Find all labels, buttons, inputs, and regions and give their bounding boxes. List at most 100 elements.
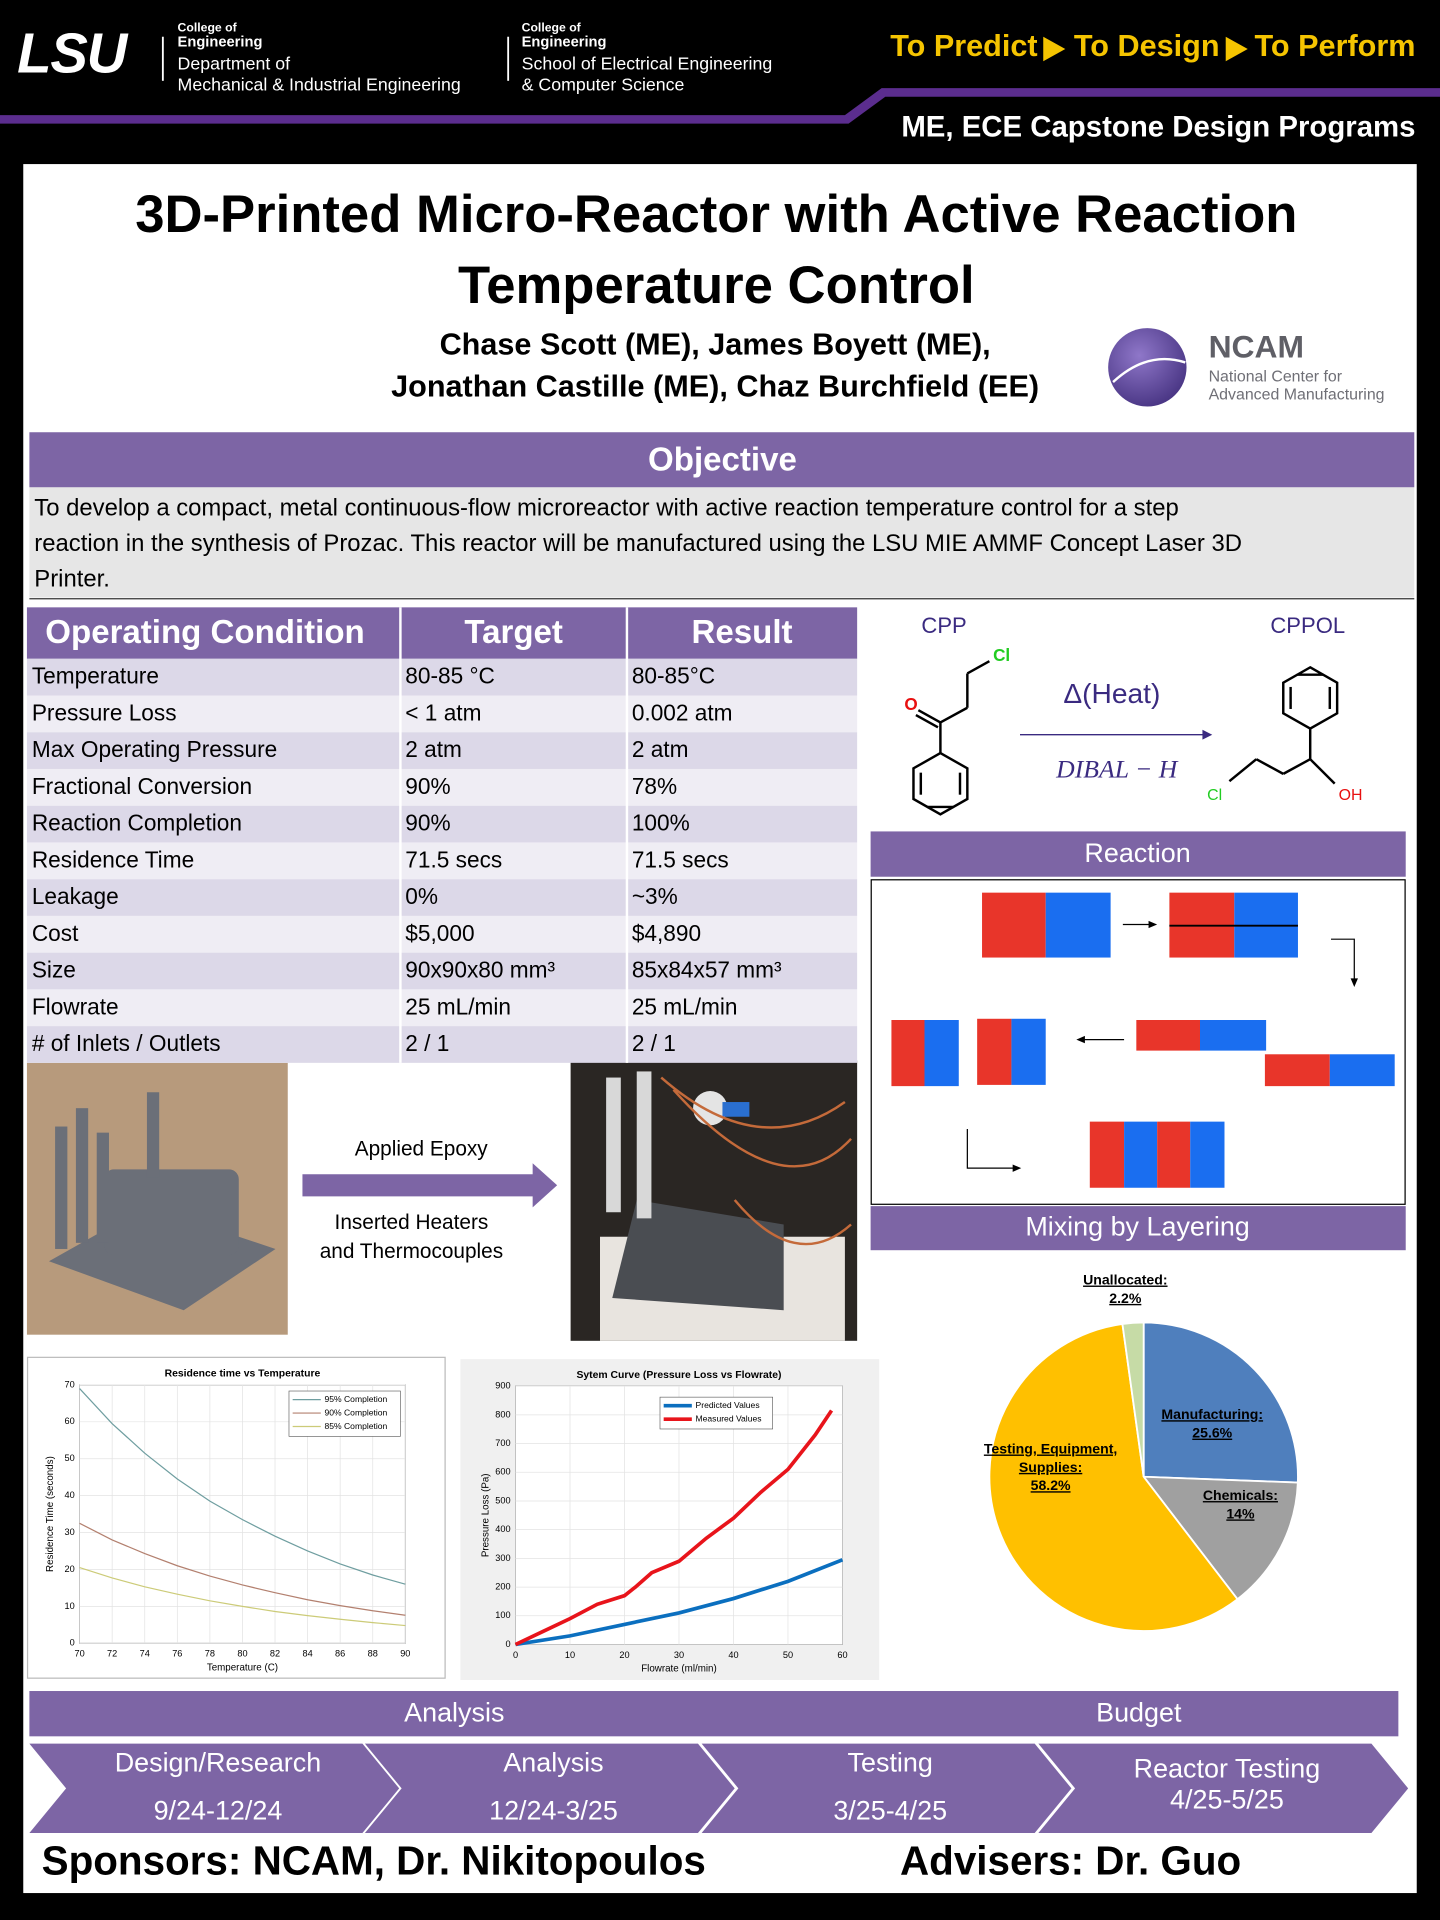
y-tick-label: 10 bbox=[64, 1601, 74, 1611]
tagline: To Predict bbox=[890, 29, 1037, 63]
section-band bbox=[870, 1206, 1406, 1251]
y-tick-label: 60 bbox=[64, 1416, 74, 1426]
table-header-cell: Target bbox=[464, 614, 563, 651]
legend-label: Predicted Values bbox=[696, 1400, 760, 1410]
unit-text: Mechanical & Industrial Engineering bbox=[178, 74, 461, 94]
x-tick-label: 76 bbox=[172, 1649, 182, 1659]
sponsors: Sponsors: NCAM, Dr. Nikitopoulos bbox=[42, 1837, 706, 1883]
objective-box bbox=[29, 487, 1415, 598]
section-band bbox=[870, 831, 1406, 877]
molecule-name: CPPOL bbox=[1270, 613, 1345, 638]
unit-text: School of Electrical Engineering bbox=[522, 54, 773, 74]
x-axis-label: Temperature (C) bbox=[207, 1662, 278, 1673]
table-cell: Max Operating Pressure bbox=[32, 736, 277, 762]
chart-title: Residence time vs Temperature bbox=[165, 1369, 321, 1380]
table-row bbox=[26, 989, 858, 1027]
y-tick-label: 900 bbox=[495, 1381, 510, 1391]
data-line bbox=[79, 1522, 406, 1616]
pie-slice bbox=[1121, 1321, 1145, 1477]
table-row bbox=[26, 915, 858, 953]
table-cell: Leakage bbox=[32, 883, 119, 909]
x-tick-label: 82 bbox=[270, 1649, 280, 1659]
x-tick-label: 84 bbox=[302, 1649, 312, 1659]
x-tick-label: 86 bbox=[335, 1649, 345, 1659]
objective-text: reaction in the synthesis of Prozac. Thi… bbox=[34, 530, 1242, 557]
section-band bbox=[29, 1691, 1399, 1737]
timeline-phase bbox=[1038, 1743, 1409, 1834]
table-row bbox=[26, 1026, 858, 1063]
table-cell: 100% bbox=[632, 810, 690, 836]
table-cell: $5,000 bbox=[405, 920, 474, 946]
x-tick-label: 72 bbox=[107, 1649, 117, 1659]
section-heading: Objective bbox=[648, 441, 797, 478]
table-row bbox=[26, 879, 858, 916]
table-cell: Pressure Loss bbox=[32, 699, 177, 725]
y-tick-label: 0 bbox=[70, 1638, 75, 1648]
x-tick-label: 74 bbox=[140, 1649, 150, 1659]
ncam-logo-swoosh bbox=[1112, 357, 1186, 383]
table-cell: 90% bbox=[405, 810, 450, 836]
timeline-phase bbox=[701, 1743, 1072, 1834]
y-axis-label: Residence Time (seconds) bbox=[45, 1456, 56, 1572]
table-cell: 90x90x80 mm³ bbox=[405, 957, 555, 983]
table-cell: # of Inlets / Outlets bbox=[32, 1030, 221, 1056]
table-row bbox=[26, 695, 858, 733]
tagline: To Perform bbox=[1255, 29, 1416, 63]
reactor-photo-shape bbox=[48, 1092, 276, 1311]
ncam-logo-mark bbox=[1108, 328, 1187, 407]
table-cell: 2 atm bbox=[632, 736, 689, 762]
table-cell: Flowrate bbox=[32, 993, 119, 1019]
unit-text: College of bbox=[522, 20, 582, 34]
ncam-name: NCAM bbox=[1209, 328, 1304, 364]
y-tick-label: 0 bbox=[506, 1639, 511, 1649]
unit-text: & Computer Science bbox=[522, 74, 685, 94]
ncam-subtitle: Advanced Manufacturing bbox=[1209, 387, 1385, 404]
pie-label: Manufacturing: bbox=[1161, 1406, 1263, 1422]
x-axis-label: Flowrate (ml/min) bbox=[641, 1664, 717, 1675]
atom-label: OH bbox=[1339, 787, 1363, 804]
table-cell: 85x84x57 mm³ bbox=[632, 957, 782, 983]
process-text: Applied Epoxy bbox=[355, 1137, 489, 1160]
process-arrow bbox=[302, 1163, 558, 1208]
legend-label: Measured Values bbox=[696, 1413, 762, 1423]
table-cell: 90% bbox=[405, 773, 450, 799]
table-cell: 0.002 atm bbox=[632, 699, 733, 725]
process-text: and Thermocouples bbox=[320, 1240, 503, 1263]
table-cell: 0% bbox=[405, 883, 438, 909]
table-cell: 71.5 secs bbox=[405, 846, 502, 872]
phase-label: Testing bbox=[848, 1748, 933, 1778]
pie-label: Unallocated: bbox=[1083, 1272, 1167, 1288]
y-tick-label: 300 bbox=[495, 1553, 510, 1563]
y-tick-label: 70 bbox=[64, 1379, 74, 1389]
table-cell: 25 mL/min bbox=[632, 993, 738, 1019]
ncam-subtitle: National Center for bbox=[1209, 368, 1343, 385]
timeline-phase bbox=[364, 1743, 735, 1834]
objective-text: To develop a compact, metal continuous-f… bbox=[34, 495, 1178, 522]
authors: Chase Scott (ME), James Boyett (ME), bbox=[440, 328, 991, 362]
timeline-header: Budget bbox=[1096, 1697, 1182, 1727]
table-row bbox=[26, 768, 858, 806]
pie-slice bbox=[988, 1322, 1239, 1632]
table-row bbox=[26, 952, 858, 990]
assembly-photo-shape bbox=[600, 1071, 852, 1341]
tagline-arrow bbox=[1043, 36, 1066, 62]
atom-label: O bbox=[904, 694, 917, 714]
pie-value-label: 58.2% bbox=[1031, 1477, 1071, 1493]
unit-text: College of bbox=[178, 20, 238, 34]
data-line bbox=[514, 1409, 834, 1647]
unit-text: Engineering bbox=[178, 35, 263, 51]
x-tick-label: 30 bbox=[674, 1650, 684, 1660]
y-axis-label: Pressure Loss (Pa) bbox=[481, 1473, 492, 1557]
program-name: ME, ECE Capstone Design Programs bbox=[901, 110, 1415, 143]
poster-title: Temperature Control bbox=[458, 256, 975, 315]
reaction-arrow-head bbox=[1202, 729, 1213, 740]
table-row bbox=[26, 658, 858, 696]
section-heading: Mixing by Layering bbox=[1025, 1211, 1249, 1241]
timeline-header: Analysis bbox=[404, 1697, 504, 1727]
y-tick-label: 500 bbox=[495, 1495, 510, 1505]
table-header bbox=[26, 607, 858, 659]
table-cell: 71.5 secs bbox=[632, 846, 729, 872]
pie-value-label: 25.6% bbox=[1192, 1425, 1232, 1441]
molecule-cpp bbox=[912, 660, 990, 816]
table-cell: Fractional Conversion bbox=[32, 773, 252, 799]
